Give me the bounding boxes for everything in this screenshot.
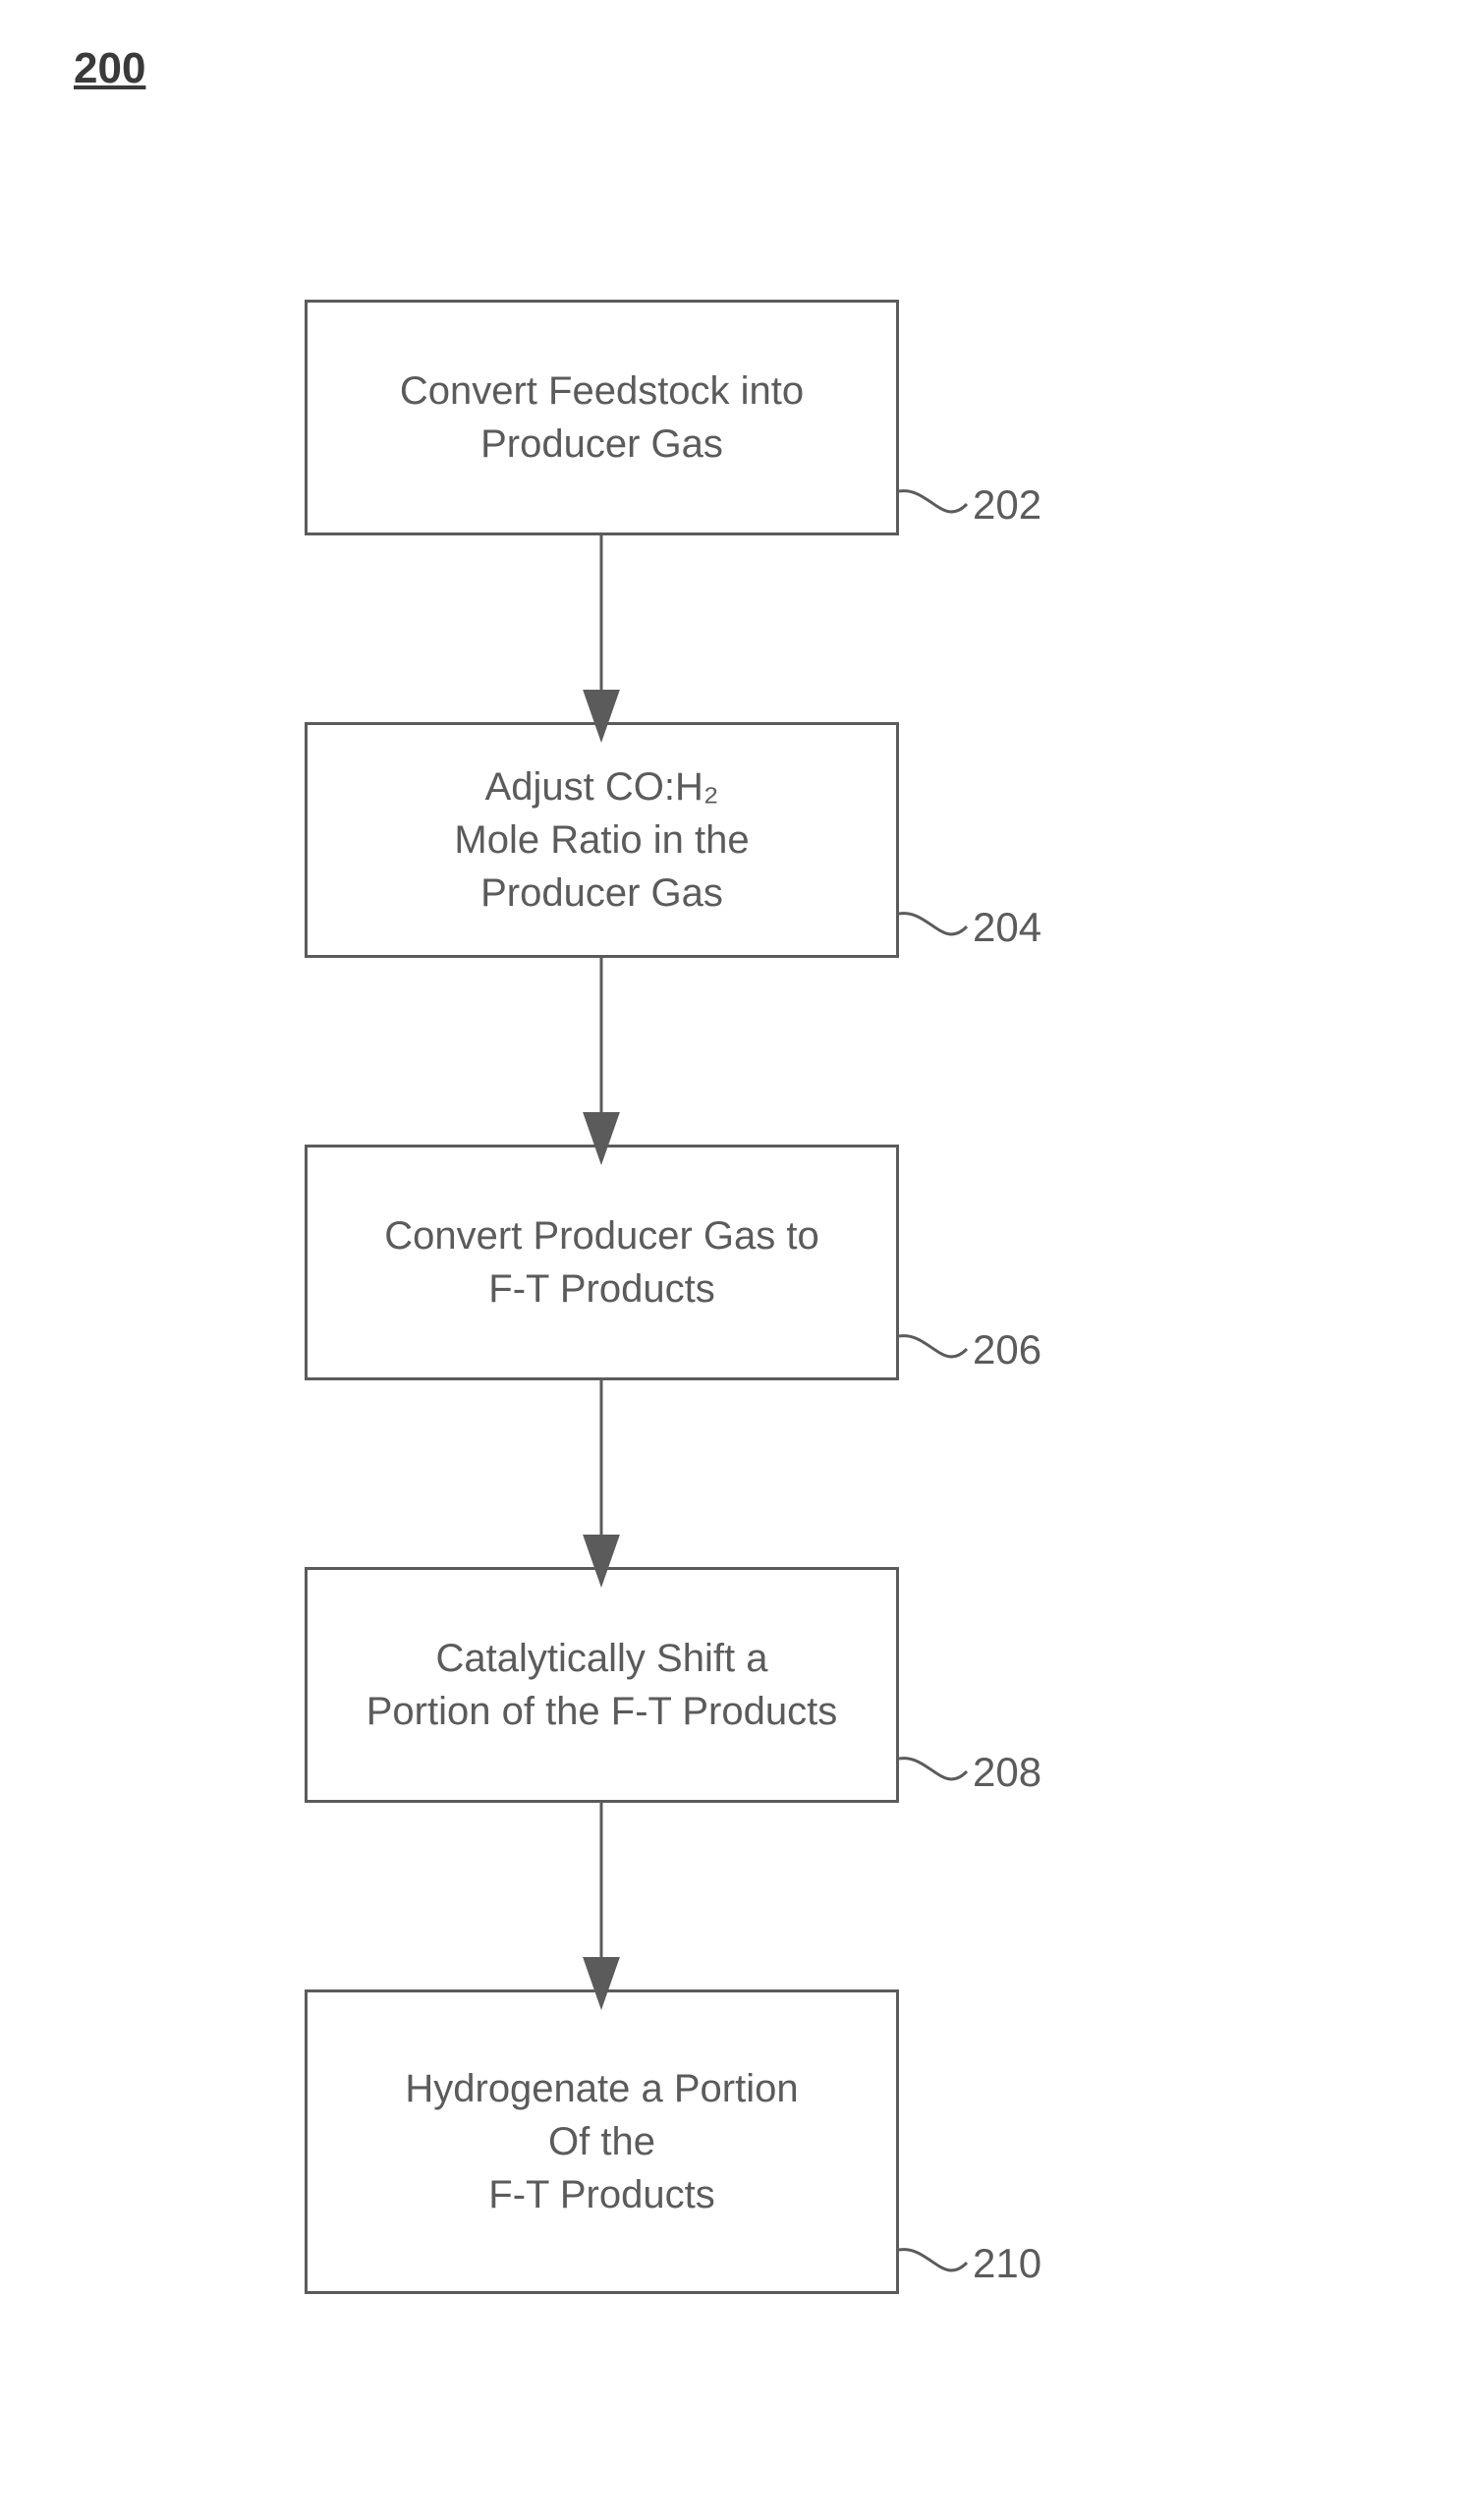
ref-label-206: 206 [973, 1326, 1041, 1373]
callout-204 [899, 914, 967, 934]
callout-208 [899, 1759, 967, 1779]
flowchart-page: 200 Convert Feedstock intoProducer Gas 20… [0, 0, 1462, 2520]
flow-step-text: Convert Feedstock intoProducer Gas [400, 364, 804, 471]
flow-step-text: Catalytically Shift aPortion of the F-T … [366, 1632, 837, 1738]
callout-210 [899, 2250, 967, 2270]
callout-206 [899, 1336, 967, 1357]
flow-step-text: Hydrogenate a PortionOf theF-T Products [405, 2062, 798, 2221]
flow-step-text: Convert Producer Gas toF-T Products [384, 1209, 818, 1316]
flow-step-text: Adjust CO:H₂Mole Ratio in theProducer Ga… [454, 760, 749, 920]
flow-step-n4: Catalytically Shift aPortion of the F-T … [305, 1567, 899, 1803]
callout-202 [899, 491, 967, 512]
flow-step-n3: Convert Producer Gas toF-T Products [305, 1145, 899, 1380]
flow-step-n2: Adjust CO:H₂Mole Ratio in theProducer Ga… [305, 722, 899, 958]
ref-label-208: 208 [973, 1749, 1041, 1796]
flow-step-n1: Convert Feedstock intoProducer Gas [305, 300, 899, 535]
ref-label-210: 210 [973, 2240, 1041, 2287]
figure-number: 200 [74, 44, 145, 93]
flow-step-n5: Hydrogenate a PortionOf theF-T Products [305, 1989, 899, 2294]
ref-label-204: 204 [973, 904, 1041, 951]
ref-label-202: 202 [973, 481, 1041, 529]
